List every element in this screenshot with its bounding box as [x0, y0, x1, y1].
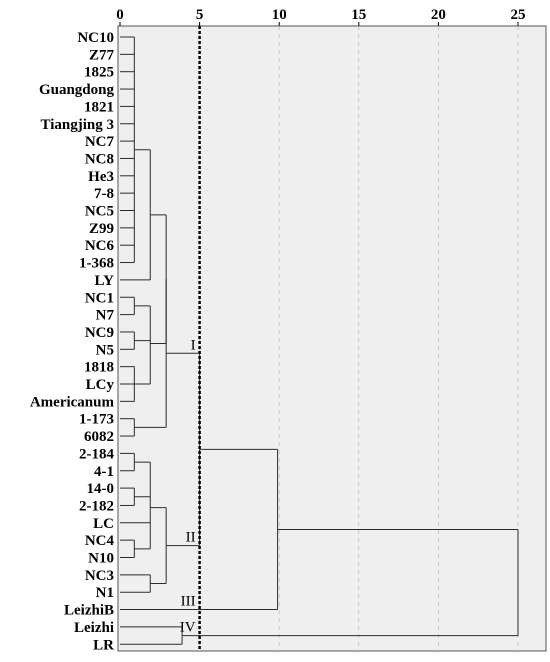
leaf-label: NC4 [85, 533, 115, 549]
leaf-label: 4-1 [94, 464, 114, 480]
leaf-label: LC [93, 516, 114, 532]
leaf-label: N1 [96, 585, 114, 601]
leaf-label: Z99 [89, 221, 114, 237]
leaf-label: 1825 [84, 65, 114, 81]
leaf-label: Z77 [89, 47, 115, 63]
leaf-label: NC8 [85, 151, 114, 167]
leaf-label: 14-0 [87, 481, 115, 497]
leaf-label: 2-182 [79, 498, 114, 514]
leaf-label: LR [93, 637, 114, 653]
cluster-label: II [186, 530, 196, 546]
plot-area [117, 25, 547, 652]
leaf-label: 6082 [84, 429, 114, 445]
dendrogram-branches [120, 36, 519, 645]
leaf-label: Leizhi [74, 620, 114, 636]
leaf-label: LeizhiB [64, 603, 114, 619]
leaf-label: Tiangjing 3 [41, 117, 115, 133]
tick-label: 20 [431, 7, 446, 23]
leaf-label: He3 [88, 169, 114, 185]
cluster-label: IV [180, 620, 196, 636]
leaf-label: Guangdong [39, 82, 115, 98]
leaf-label: NC5 [85, 204, 114, 220]
leaf-label: 1821 [84, 99, 114, 115]
leaf-label: NC1 [85, 290, 114, 306]
leaf-label: 1818 [84, 360, 114, 376]
x-axis-ticks: 0 5 10 15 20 25 [116, 7, 526, 26]
leaf-label: N7 [96, 308, 115, 324]
leaf-label: NC9 [85, 325, 114, 341]
leaf-label: 7-8 [94, 186, 114, 202]
leaf-label: Americanum [30, 394, 115, 410]
leaf-label: N10 [88, 551, 114, 567]
leaf-label: N5 [96, 342, 114, 358]
leaf-label: LCy [86, 377, 115, 393]
tick-label: 25 [511, 7, 526, 23]
cluster-label: I [191, 337, 196, 353]
tick-label: 10 [272, 7, 287, 23]
leaf-label: NC10 [77, 30, 114, 46]
leaf-label: 1-173 [79, 412, 114, 428]
leaf-label: NC3 [85, 568, 114, 584]
leaf-label: 1-368 [79, 256, 114, 272]
leaf-label: 2-184 [79, 446, 114, 462]
tick-label: 0 [116, 7, 124, 23]
leaf-label: LY [95, 273, 115, 289]
leaf-label: NC7 [85, 134, 115, 150]
tick-label: 15 [351, 7, 366, 23]
leaf-label: NC6 [85, 238, 115, 254]
cluster-label: III [181, 594, 196, 610]
tick-label: 5 [196, 7, 204, 23]
